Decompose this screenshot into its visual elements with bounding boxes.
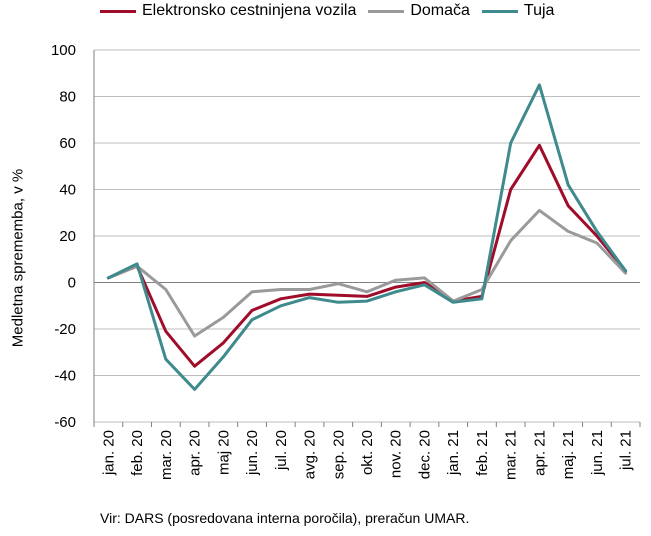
legend-swatch-elektronsko: [100, 9, 136, 13]
legend-label-tuja: Tuja: [523, 2, 555, 19]
x-tick-label-10: nov. 20: [388, 430, 405, 478]
y-tick-label-3: 0: [68, 275, 76, 292]
y-tick-label-6: 60: [59, 135, 76, 152]
x-tick-label-1: feb. 20: [129, 430, 146, 476]
x-tick-label-4: maj 20: [215, 430, 232, 475]
y-tick-label-8: 100: [51, 42, 76, 59]
source-note: Vir: DARS (posredovana interna poročila)…: [100, 510, 470, 526]
y-tick-label-7: 80: [59, 89, 76, 106]
x-tick-label-11: dec. 20: [416, 430, 433, 479]
x-tick-label-17: jun. 21: [589, 430, 606, 476]
x-tick-label-8: sep. 20: [330, 430, 347, 479]
x-tick-label-15: apr. 21: [531, 430, 548, 476]
legend-swatch-tuja: [481, 9, 518, 13]
legend-item-domaca: Domača: [368, 2, 470, 20]
x-tick-label-12: jan. 21: [445, 430, 462, 476]
legend-label-elektronsko: Elektronsko cestninjena vozila: [142, 2, 357, 19]
series-line-0: [106, 143, 628, 368]
legend-item-elektronsko: Elektronsko cestninjena vozila: [100, 2, 356, 20]
legend-label-domaca: Domača: [410, 2, 470, 19]
x-tick-label-9: okt. 20: [359, 430, 376, 475]
series-line-2: [106, 83, 628, 391]
x-tick-label-7: avg. 20: [302, 430, 319, 479]
x-tick-label-6: jul. 20: [273, 430, 290, 471]
x-tick-label-0: jan. 20: [100, 430, 117, 476]
x-tick-label-16: maj. 21: [560, 430, 577, 479]
y-tick-label-4: 20: [59, 228, 76, 245]
y-tick-label-0: -60: [54, 414, 76, 431]
series-line-1: [106, 208, 628, 338]
x-tick-label-13: feb. 21: [474, 430, 491, 476]
x-tick-label-14: mar. 21: [503, 430, 520, 480]
y-tick-label-5: 40: [59, 182, 76, 199]
legend-item-tuja: Tuja: [481, 2, 555, 20]
x-tick-label-2: mar. 20: [158, 430, 175, 480]
legend: Elektronsko cestninjena vozila Domača Tu…: [100, 2, 566, 20]
x-tick-label-18: jul. 21: [618, 430, 635, 471]
legend-swatch-domaca: [368, 9, 405, 13]
x-tick-label-3: apr. 20: [187, 430, 204, 476]
y-tick-label-1: -40: [54, 368, 76, 385]
y-tick-label-2: -20: [54, 321, 76, 338]
x-tick-label-5: jun. 20: [244, 430, 261, 476]
